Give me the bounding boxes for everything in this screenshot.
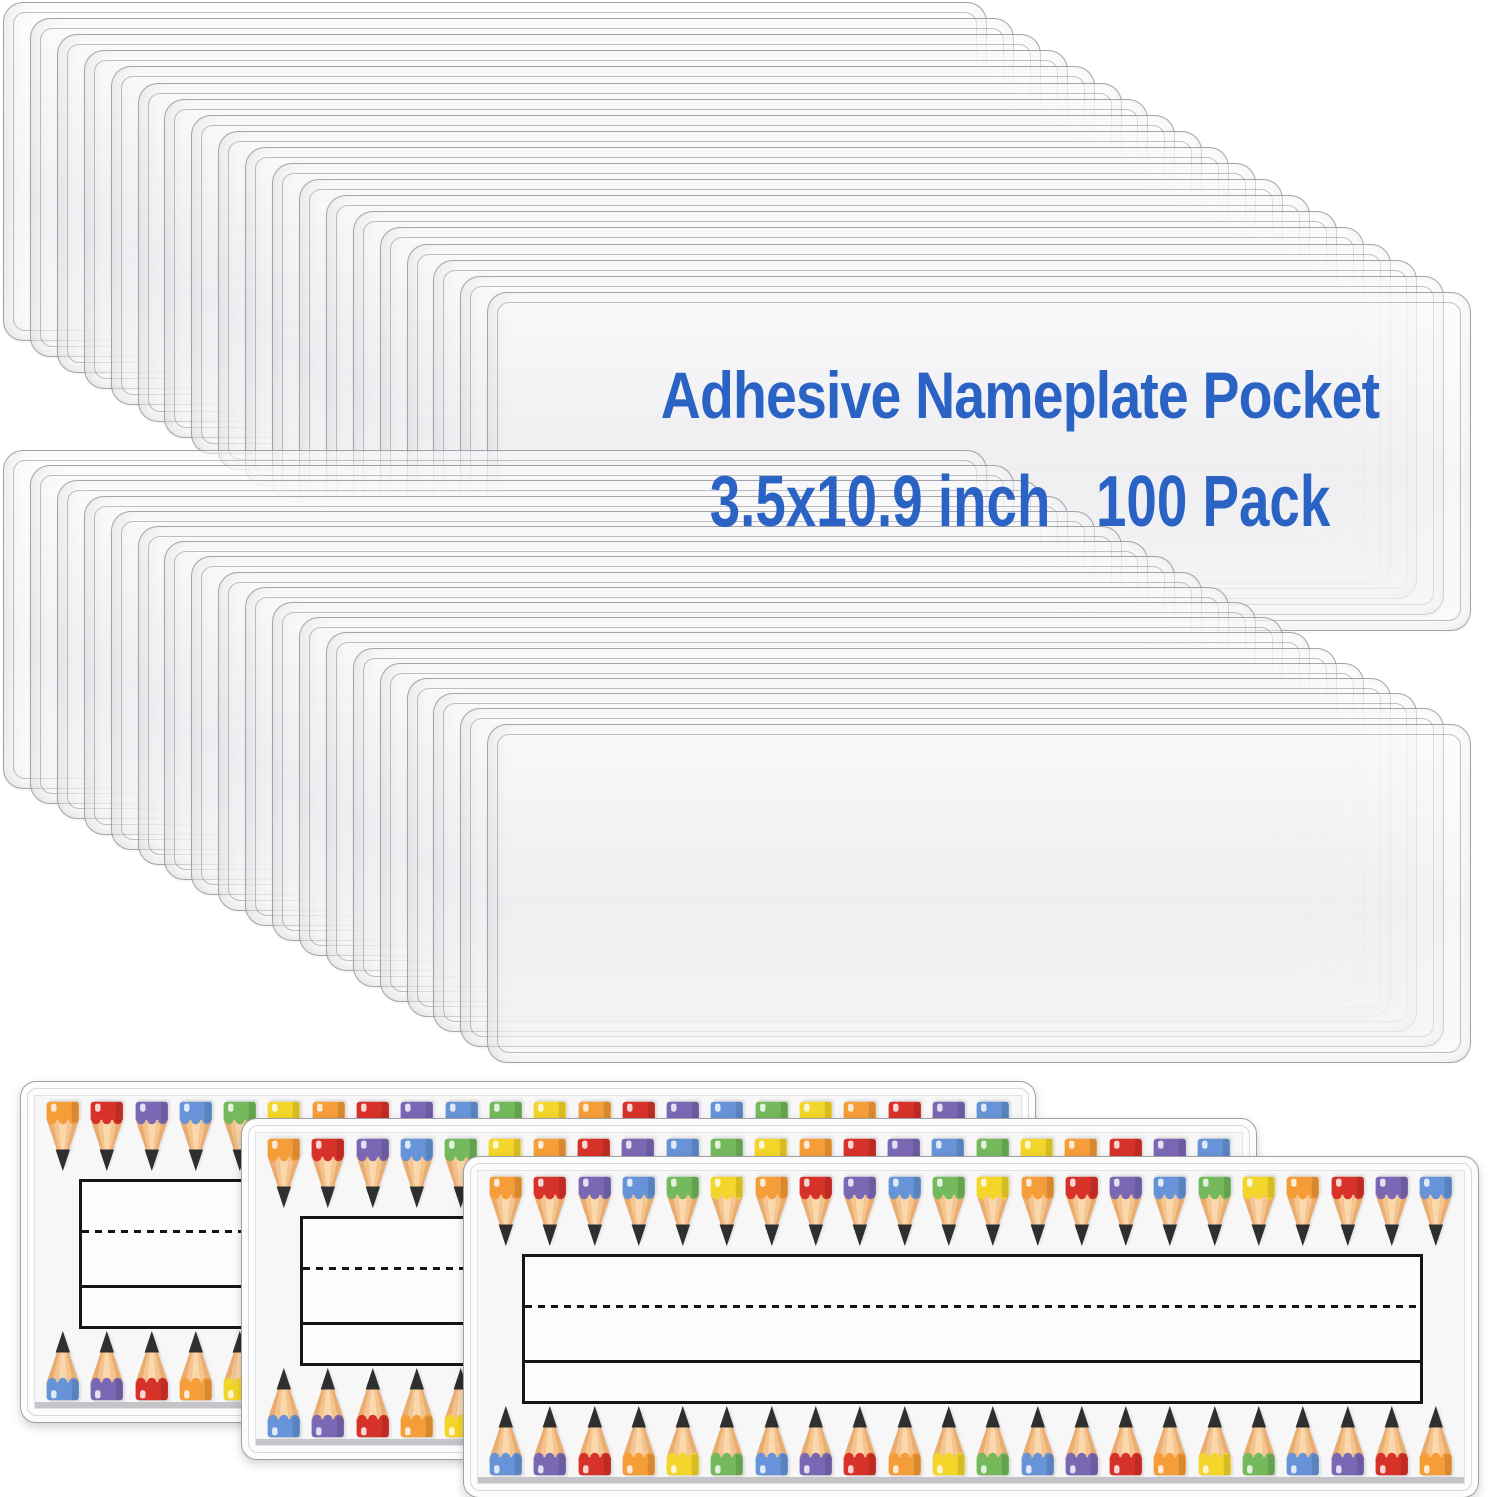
pencil-icon [1375, 1405, 1408, 1476]
pencil-icon [799, 1405, 833, 1476]
nameplate-card-face [477, 1170, 1465, 1484]
pencil-icon [843, 1176, 877, 1247]
pencil-icon [622, 1405, 655, 1476]
pencil-icon [799, 1176, 833, 1247]
pencil-icon [267, 1367, 300, 1438]
pencil-icon [1242, 1176, 1276, 1247]
pencil-icon [888, 1405, 921, 1476]
pencil-icon [489, 1176, 522, 1247]
pencil-icon [622, 1176, 655, 1247]
pencil-icon [179, 1101, 212, 1172]
pencil-icon [1286, 1405, 1320, 1476]
pencil-icon [1375, 1176, 1408, 1247]
pencil-icon [976, 1405, 1010, 1476]
pencil-icon [1331, 1405, 1364, 1476]
pencil-icon [46, 1101, 79, 1172]
pencil-border-top [480, 1175, 1462, 1247]
pencil-icon [1286, 1176, 1320, 1247]
pencil-icon [1198, 1176, 1231, 1247]
name-writing-area [522, 1254, 1423, 1404]
pencil-icon [311, 1138, 345, 1209]
pencil-border-bottom [480, 1405, 1462, 1477]
pencil-icon [578, 1405, 611, 1476]
pencil-icon [1021, 1405, 1054, 1476]
pencil-icon [1109, 1405, 1143, 1476]
pencil-icon [755, 1405, 788, 1476]
pencil-icon [1331, 1176, 1364, 1247]
pencil-icon [888, 1176, 921, 1247]
baseline-rule [525, 1360, 1420, 1363]
pencil-icon [755, 1176, 788, 1247]
pencil-icon [46, 1330, 79, 1401]
pencil-nameplate-card [463, 1156, 1479, 1497]
pencil-icon [1419, 1176, 1453, 1247]
pencil-icon [1021, 1176, 1054, 1247]
pencil-icon [711, 1176, 744, 1247]
pencil-icon [533, 1405, 567, 1476]
card-bottom-edge [478, 1477, 1464, 1483]
pencil-icon [711, 1405, 744, 1476]
pencil-icon [1154, 1176, 1187, 1247]
pencil-icon [1065, 1176, 1098, 1247]
pencil-icon [356, 1138, 389, 1209]
clear-pocket [487, 723, 1472, 1063]
pencil-icon [135, 1101, 168, 1172]
pencil-icon [843, 1405, 877, 1476]
pencil-icon [1242, 1405, 1276, 1476]
pencil-icon [311, 1367, 345, 1438]
pencil-icon [932, 1405, 965, 1476]
pencil-icon [578, 1176, 611, 1247]
pencil-icon [533, 1176, 567, 1247]
pencil-icon [1198, 1405, 1231, 1476]
pencil-icon [135, 1330, 168, 1401]
dashed-midline [525, 1305, 1420, 1308]
pencil-icon [976, 1176, 1010, 1247]
pencil-icon [179, 1330, 212, 1401]
pencil-icon [90, 1101, 124, 1172]
pencil-icon [489, 1405, 522, 1476]
pencil-icon [1419, 1405, 1453, 1476]
pencil-icon [932, 1176, 965, 1247]
pencil-icon [666, 1176, 700, 1247]
pencil-icon [400, 1138, 433, 1209]
pencil-icon [90, 1330, 124, 1401]
pencil-icon [400, 1367, 433, 1438]
pencil-icon [666, 1405, 700, 1476]
pencil-icon [1154, 1405, 1187, 1476]
pencil-icon [356, 1367, 389, 1438]
pencil-icon [1065, 1405, 1098, 1476]
pencil-icon [1109, 1176, 1143, 1247]
pencil-icon [267, 1138, 300, 1209]
